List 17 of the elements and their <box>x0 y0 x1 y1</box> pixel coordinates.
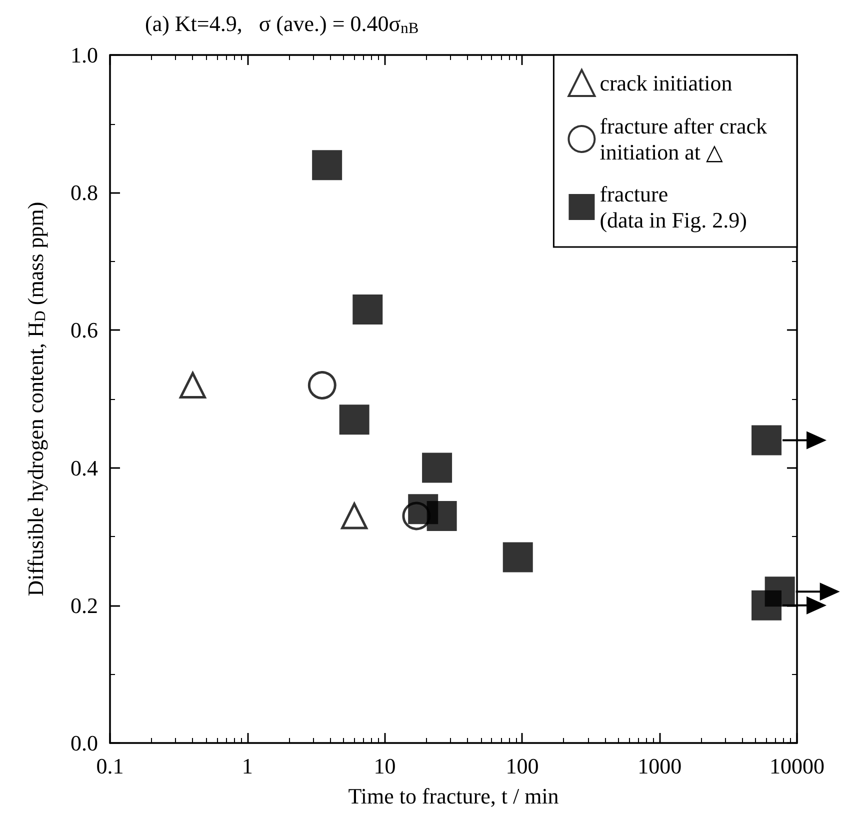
x-axis-title: Time to fracture, t / min <box>348 784 559 808</box>
text: 0.0 <box>70 730 98 756</box>
x-tick-label: 1000 <box>638 754 682 778</box>
y-tick-label: 0.6 <box>70 318 98 343</box>
y-tick-label: 0.4 <box>70 455 98 480</box>
y-axis-title: Diffusible hydrogen content, HD (mass ppm) <box>23 202 49 596</box>
x-tick-label: 10 <box>374 754 396 778</box>
x-tick-label: 1 <box>242 754 253 778</box>
y-tick-label: 0.2 <box>70 592 98 618</box>
y-tick-label: 0.8 <box>70 180 98 206</box>
text: 1.0 <box>70 42 98 68</box>
legend-label: fracture (data in Fig. 2.9) <box>600 182 747 232</box>
x-tick-label: 100 <box>506 754 539 778</box>
x-tick-label: 10000 <box>770 754 824 778</box>
legend-label: fracture after crack initiation at △ <box>600 114 768 164</box>
legend-label: crack initiation <box>600 70 732 96</box>
x-tick-label: 0.1 <box>96 754 124 778</box>
